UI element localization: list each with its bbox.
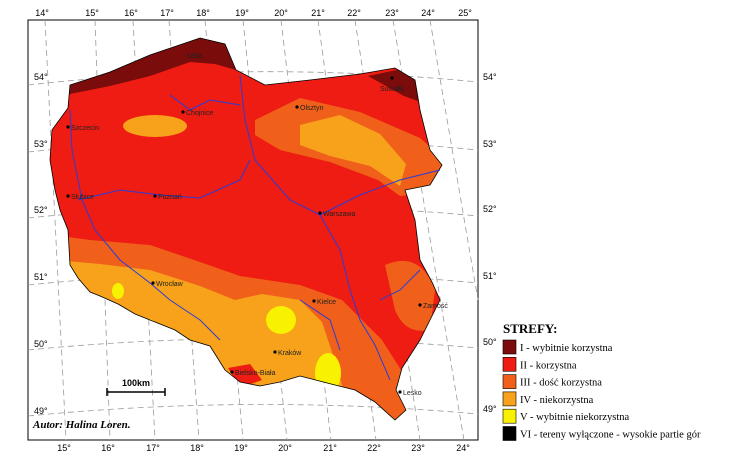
longitude-label: 23° [385, 8, 399, 18]
longitude-label: 21° [311, 8, 325, 18]
longitude-label: 23° [411, 443, 425, 453]
scale-label: 100km [122, 378, 150, 388]
city-label: Warszawa [323, 211, 356, 218]
legend-swatch [502, 391, 517, 407]
longitude-label: 17° [146, 443, 160, 453]
latitude-label: 53° [483, 139, 497, 149]
city-dot [295, 105, 299, 109]
longitude-label: 19° [234, 443, 248, 453]
city-label: Wrocław [156, 281, 184, 288]
longitude-label: 25° [458, 8, 472, 18]
city-label: Kielce [317, 299, 336, 306]
legend-swatch [502, 339, 517, 355]
legend-label: VI - tereny wyłączone - wysokie partie g… [520, 430, 701, 441]
city-dot [230, 370, 234, 374]
zone-5 [266, 306, 296, 334]
latitude-label: 52° [483, 204, 497, 214]
longitude-label: 21° [323, 443, 337, 453]
latitude-label: 51° [34, 272, 48, 282]
scale-line [106, 388, 166, 396]
city-dot [153, 194, 157, 198]
city-label: Szczecin [71, 125, 99, 132]
legend-swatch [502, 426, 517, 441]
legend-title: STREFY: [503, 321, 557, 336]
zone-5 [112, 283, 124, 299]
longitude-label: 22° [347, 8, 361, 18]
longitude-label: 18° [196, 8, 210, 18]
longitude-label: 19° [235, 8, 249, 18]
latitude-label: 51° [483, 271, 497, 281]
scale-bar: 100km [106, 378, 166, 396]
city-dot [151, 281, 155, 285]
latitude-label: 49° [483, 404, 497, 414]
city-label: Łeba [187, 53, 203, 60]
legend-label: II - korzystna [520, 360, 577, 371]
longitude-label: 14° [35, 8, 49, 18]
city-label: Zamość [423, 303, 448, 310]
city-label: Słubice [71, 194, 94, 201]
city-dot [390, 76, 394, 80]
author: Autor: Halina Loren. [32, 419, 131, 431]
rivers [69, 74, 441, 381]
latitude-label: 54° [34, 72, 48, 82]
latitude-label: 50° [34, 339, 48, 349]
city-label: Bielsko-Biała [235, 370, 276, 377]
legend: I - wybitnie korzystna II - korzystna III … [502, 339, 701, 441]
legend-swatch [502, 356, 517, 372]
longitude-label: 20° [274, 8, 288, 18]
latitude-label: 52° [34, 205, 48, 215]
labels: 14° 15° 16° 17° 18° 19° 20° 21° 22° 23° 24° 25° 15° 1… [34, 8, 497, 453]
longitude-label: 24° [421, 8, 435, 18]
city-label: Suwałki [380, 86, 405, 93]
city-label: Olsztyn [300, 105, 323, 112]
city-label: Poznań [158, 194, 182, 201]
latitude-label: 50° [483, 337, 497, 347]
zone-3 [385, 260, 435, 331]
city-dot [398, 390, 402, 394]
longitude-label: 16° [101, 443, 115, 453]
longitude-label: 20° [278, 443, 292, 453]
latitude-label: 49° [34, 406, 48, 416]
zone-4 [123, 115, 187, 137]
city-dot [318, 211, 322, 215]
city-label: Kraków [278, 350, 302, 357]
city-dot [181, 110, 185, 114]
zone-4 [300, 115, 406, 186]
city-label: Lesko [403, 390, 422, 397]
city-dot [66, 125, 70, 129]
legend-label: III - dość korzystna [520, 378, 602, 389]
legend-swatch [502, 374, 517, 389]
zone-1 [60, 38, 236, 96]
longitude-label: 22° [367, 443, 381, 453]
longitude-label: 17° [160, 8, 174, 18]
legend-swatch [502, 408, 517, 424]
latitude-label: 54° [483, 72, 497, 82]
city-dot [418, 303, 422, 307]
legend-label: IV - niekorzystna [520, 395, 594, 406]
longitude-label: 18° [190, 443, 204, 453]
city-dot [312, 299, 316, 303]
longitude-label: 24° [456, 443, 470, 453]
city-dot [273, 350, 277, 354]
city-label: Chojnice [186, 110, 213, 117]
legend-label: V - wybitnie niekorzystna [520, 412, 629, 423]
longitude-label: 15° [57, 443, 71, 453]
city-dot [66, 194, 70, 198]
longitude-label: 15° [85, 8, 99, 18]
legend-label: I - wybitnie korzystna [520, 343, 613, 354]
latitude-label: 53° [34, 139, 48, 149]
longitude-label: 16° [124, 8, 138, 18]
